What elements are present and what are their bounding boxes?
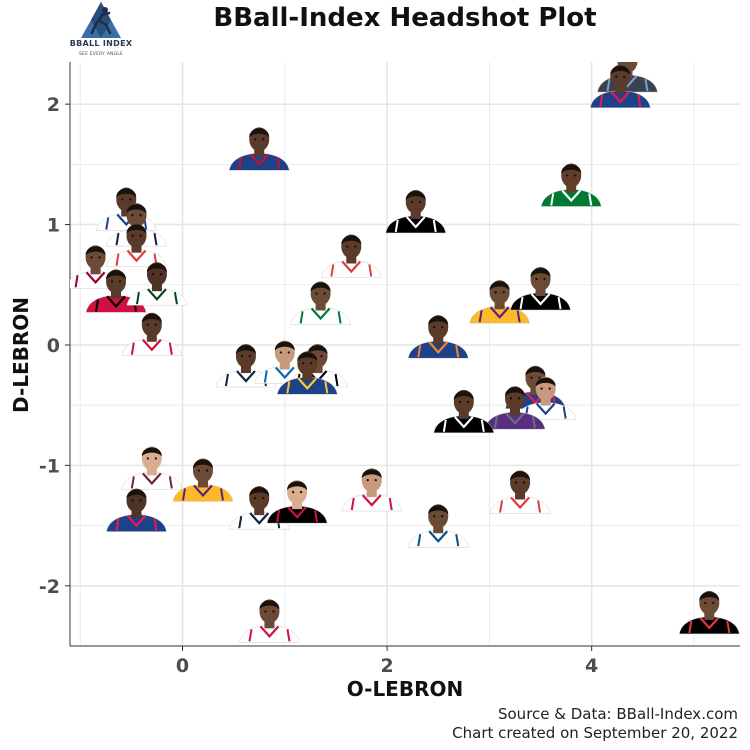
headshot-markers bbox=[70, 62, 740, 643]
player-headshot-marker bbox=[407, 315, 469, 359]
player-headshot-marker bbox=[679, 590, 740, 635]
player-headshot-marker bbox=[106, 223, 167, 267]
y-tick-label: 0 bbox=[47, 335, 60, 357]
player-headshot-marker bbox=[172, 458, 234, 502]
logo-tagline: SEE EVERY ANGLE bbox=[78, 52, 124, 57]
y-tick-label: 1 bbox=[47, 215, 60, 237]
player-headshot-marker bbox=[106, 488, 167, 532]
player-headshot-marker bbox=[321, 234, 382, 278]
source-caption: Source & Data: BBall-Index.com bbox=[497, 705, 738, 723]
player-headshot-marker bbox=[126, 262, 188, 306]
player-headshot-marker bbox=[239, 599, 300, 643]
player-headshot-marker bbox=[290, 281, 351, 325]
y-tick-label: -1 bbox=[39, 455, 60, 477]
player-headshot-marker bbox=[407, 504, 469, 548]
player-headshot-marker bbox=[228, 486, 290, 530]
tick-labels: 0 2 4 -2 -1 0 1 2 bbox=[39, 94, 598, 677]
logo-wordmark: BBALL INDEX bbox=[69, 39, 133, 48]
player-headshot-marker bbox=[510, 267, 571, 311]
x-axis-label: O-LEBRON bbox=[347, 677, 463, 701]
player-headshot-marker bbox=[540, 163, 602, 207]
chart-title: BBall-Index Headshot Plot bbox=[213, 3, 597, 33]
y-tick-label: 2 bbox=[47, 94, 60, 116]
axis-lines bbox=[65, 62, 740, 651]
y-tick-label: -2 bbox=[39, 576, 60, 598]
player-headshot-marker bbox=[85, 269, 147, 313]
x-tick-label: 2 bbox=[380, 655, 393, 677]
x-tick-label: 4 bbox=[585, 655, 598, 677]
player-headshot-marker bbox=[95, 187, 157, 231]
player-headshot-marker bbox=[266, 480, 328, 524]
basketball-player-logo-icon bbox=[81, 2, 121, 38]
player-headshot-marker bbox=[121, 312, 183, 357]
player-headshot-marker bbox=[433, 389, 495, 434]
player-headshot-marker bbox=[121, 446, 183, 490]
bball-index-logo: BBALL INDEX SEE EVERY ANGLE bbox=[60, 2, 142, 64]
player-headshot-marker bbox=[228, 127, 290, 171]
player-headshot-marker bbox=[341, 468, 403, 512]
player-headshot-marker bbox=[489, 470, 551, 514]
date-caption: Chart created on September 20, 2022 bbox=[452, 724, 738, 742]
player-headshot-marker bbox=[484, 386, 546, 430]
player-headshot-marker bbox=[385, 189, 447, 234]
player-headshot-marker bbox=[590, 64, 651, 108]
player-headshot-marker bbox=[469, 280, 530, 324]
player-headshot-marker bbox=[277, 351, 338, 395]
x-tick-label: 0 bbox=[176, 655, 189, 677]
y-axis-label: D-LEBRON bbox=[9, 297, 33, 413]
